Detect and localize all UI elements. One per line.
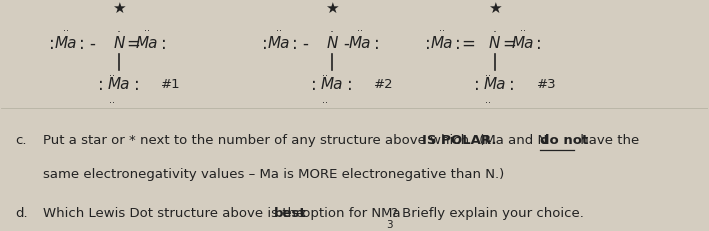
Text: Ma: Ma	[55, 36, 77, 51]
Text: ..: ..	[484, 68, 491, 78]
Text: ..: ..	[108, 95, 115, 105]
Text: same electronegativity values – Ma is MORE electronegative than N.): same electronegativity values – Ma is MO…	[43, 168, 504, 181]
Text: ..: ..	[144, 23, 150, 33]
Text: Which Lewis Dot structure above is the: Which Lewis Dot structure above is the	[43, 206, 308, 219]
Text: =: =	[461, 35, 474, 53]
Text: -: -	[302, 35, 308, 53]
Text: -: -	[343, 35, 349, 53]
Text: have the: have the	[576, 134, 639, 147]
Text: N: N	[489, 36, 501, 51]
Text: :: :	[347, 75, 352, 93]
Text: N: N	[326, 36, 337, 51]
Text: IS POLAR.: IS POLAR.	[422, 134, 496, 147]
Text: :: :	[79, 35, 85, 53]
Text: Ma: Ma	[512, 36, 534, 51]
Text: ..: ..	[63, 23, 69, 33]
Text: Ma: Ma	[430, 36, 453, 51]
Text: ..: ..	[439, 23, 445, 33]
Text: #1: #1	[162, 78, 181, 91]
Text: #3: #3	[537, 78, 557, 91]
Text: :: :	[474, 75, 480, 93]
Text: :: :	[160, 35, 167, 53]
Text: ..: ..	[484, 95, 491, 105]
Text: ..: ..	[276, 23, 281, 33]
Text: ★: ★	[325, 1, 339, 16]
Text: :: :	[262, 35, 267, 53]
Text: .: .	[330, 21, 334, 34]
Text: :: :	[425, 35, 430, 53]
Text: ? Briefly explain your choice.: ? Briefly explain your choice.	[391, 206, 584, 219]
Text: option for NMa: option for NMa	[298, 206, 400, 219]
Text: Put a star or * next to the number of any structure above which: Put a star or * next to the number of an…	[43, 134, 474, 147]
Text: -: -	[89, 35, 95, 53]
Text: Ma: Ma	[267, 36, 290, 51]
Text: 3: 3	[386, 219, 393, 228]
Text: ..: ..	[322, 95, 328, 105]
Text: :: :	[536, 35, 542, 53]
Text: Ma: Ma	[108, 77, 130, 92]
Text: :: :	[455, 35, 461, 53]
Text: Ma: Ma	[484, 77, 506, 92]
Text: :: :	[311, 75, 317, 93]
Text: (Ma and N: (Ma and N	[475, 134, 552, 147]
Text: Ma: Ma	[320, 77, 343, 92]
Text: Ma: Ma	[136, 36, 158, 51]
Text: #2: #2	[374, 78, 394, 91]
Text: ..: ..	[322, 68, 328, 78]
Text: :: :	[134, 75, 140, 93]
Text: ..: ..	[520, 23, 526, 33]
Text: :: :	[510, 75, 515, 93]
Text: ★: ★	[112, 1, 125, 16]
Text: ★: ★	[488, 1, 501, 16]
Text: do not: do not	[540, 134, 588, 147]
Text: :: :	[49, 35, 55, 53]
Text: ..: ..	[108, 68, 115, 78]
Text: :: :	[374, 35, 379, 53]
Text: .: .	[493, 21, 496, 34]
Text: d.: d.	[15, 206, 28, 219]
Text: N: N	[113, 36, 125, 51]
Text: :: :	[99, 75, 104, 93]
Text: .: .	[117, 21, 121, 34]
Text: =: =	[502, 35, 515, 53]
Text: best: best	[274, 206, 306, 219]
Text: Ma: Ma	[349, 36, 372, 51]
Text: c.: c.	[15, 134, 26, 147]
Text: ..: ..	[357, 23, 363, 33]
Text: =: =	[126, 35, 140, 53]
Text: :: :	[292, 35, 298, 53]
